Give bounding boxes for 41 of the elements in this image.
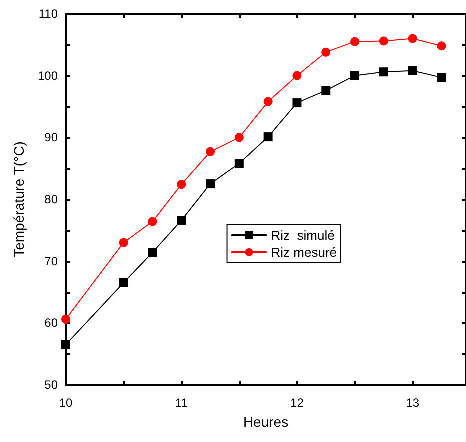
- point: [408, 34, 418, 44]
- point: [119, 278, 128, 288]
- point: [264, 97, 273, 106]
- point: [234, 159, 244, 168]
- point: [350, 71, 360, 80]
- x-tick-label: 10: [59, 396, 73, 410]
- point: [437, 73, 446, 82]
- point: [379, 36, 388, 46]
- point: [437, 42, 446, 51]
- point: [292, 98, 302, 108]
- point: [292, 71, 302, 80]
- point: [350, 37, 360, 46]
- point: [264, 132, 273, 142]
- x-axis-title: Heures: [243, 414, 289, 430]
- y-tick-label: 80: [44, 192, 58, 206]
- point: [148, 217, 158, 226]
- y-tick-label: 70: [44, 254, 58, 268]
- point: [62, 314, 70, 324]
- x-tick-label: 12: [290, 396, 304, 410]
- x-tick-label: 13: [406, 396, 420, 410]
- y-axis-title: Température T(°C): [11, 142, 27, 258]
- point: [177, 180, 186, 190]
- point: [119, 238, 128, 248]
- x-tick-label: 11: [175, 396, 188, 410]
- y-tick-label: 90: [44, 130, 58, 145]
- point: [62, 340, 70, 350]
- legend-label: Riz mesuré: [271, 245, 338, 260]
- point: [322, 86, 331, 96]
- point: [206, 180, 216, 189]
- point: [206, 147, 216, 156]
- point: [408, 66, 418, 76]
- point: [148, 248, 158, 258]
- point: [234, 133, 244, 142]
- legend-label: Riz simulé: [271, 228, 335, 243]
- y-tick-label: 60: [44, 316, 58, 330]
- y-tick-label: 100: [38, 68, 58, 83]
- y-tick-label: 110: [38, 7, 58, 21]
- point: [379, 68, 388, 77]
- point: [322, 48, 331, 57]
- y-tick-label: 50: [44, 378, 58, 392]
- point: [177, 216, 186, 226]
